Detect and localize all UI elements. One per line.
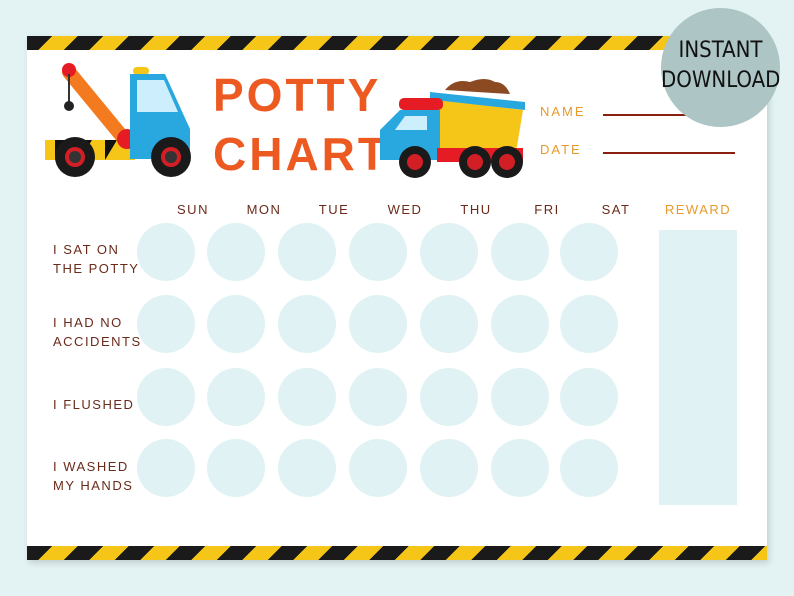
sticker-circle-tue-row-4[interactable] [278, 439, 336, 497]
sticker-circle-thu-row-1[interactable] [420, 223, 478, 281]
reward-header: REWARD [664, 202, 732, 217]
day-header-fri: FRI [534, 202, 560, 217]
hazard-stripe-bottom [27, 546, 767, 560]
task-label: I HAD NO [53, 315, 123, 330]
task-flushed: I FLUSHED [53, 395, 134, 414]
sticker-circle-tue-row-2[interactable] [278, 295, 336, 353]
hazard-stripe-top [27, 36, 767, 50]
task-sat-on-potty: I SAT ON THE POTTY [53, 240, 139, 278]
sticker-circle-fri-row-2[interactable] [491, 295, 549, 353]
day-header-wed: WED [387, 202, 423, 217]
task-washed-hands: I WASHED MY HANDS [53, 457, 133, 495]
reward-box[interactable] [659, 230, 737, 505]
sticker-circle-sun-row-1[interactable] [137, 223, 195, 281]
task-label: I SAT ON [53, 242, 120, 257]
sticker-circle-sat-row-4[interactable] [560, 439, 618, 497]
task-label: THE POTTY [53, 261, 140, 276]
sticker-circle-sat-row-3[interactable] [560, 368, 618, 426]
sticker-circle-tue-row-1[interactable] [278, 223, 336, 281]
badge-line-2: DOWNLOAD [661, 68, 781, 93]
sticker-circle-sat-row-1[interactable] [560, 223, 618, 281]
sticker-circle-sun-row-4[interactable] [137, 439, 195, 497]
potty-chart: POTTY CHART NAME DATE SUN MON TUE WED TH… [27, 36, 767, 560]
task-no-accidents: I HAD NO ACCIDENTS [53, 313, 142, 351]
task-label: I FLUSHED [53, 397, 135, 412]
sticker-circle-mon-row-2[interactable] [207, 295, 265, 353]
date-label: DATE [540, 142, 582, 157]
day-header-mon: MON [246, 202, 282, 217]
sticker-circle-wed-row-2[interactable] [349, 295, 407, 353]
sticker-circle-fri-row-1[interactable] [491, 223, 549, 281]
sticker-circle-sun-row-2[interactable] [137, 295, 195, 353]
sticker-circle-mon-row-4[interactable] [207, 439, 265, 497]
tow-truck-illustration [45, 63, 191, 177]
name-label: NAME [540, 104, 586, 119]
sticker-circle-mon-row-3[interactable] [207, 368, 265, 426]
day-header-tue: TUE [318, 202, 350, 217]
sticker-circle-wed-row-1[interactable] [349, 223, 407, 281]
day-header-thu: THU [460, 202, 492, 217]
sticker-circle-wed-row-4[interactable] [349, 439, 407, 497]
sticker-circle-thu-row-3[interactable] [420, 368, 478, 426]
task-label: ACCIDENTS [53, 334, 142, 349]
sticker-circle-fri-row-4[interactable] [491, 439, 549, 497]
day-header-sun: SUN [177, 202, 209, 217]
name-input-line[interactable] [603, 114, 735, 116]
instant-download-badge: INSTANT DOWNLOAD [661, 8, 780, 127]
sticker-circle-thu-row-2[interactable] [420, 295, 478, 353]
badge-line-1: INSTANT [678, 38, 763, 63]
sticker-circle-mon-row-1[interactable] [207, 223, 265, 281]
day-header-sat: SAT [601, 202, 631, 217]
dump-truck-illustration [380, 79, 525, 178]
sticker-circle-sat-row-2[interactable] [560, 295, 618, 353]
title-line-1: POTTY [213, 69, 382, 121]
sticker-circle-thu-row-4[interactable] [420, 439, 478, 497]
task-label: I WASHED [53, 459, 129, 474]
sticker-circle-fri-row-3[interactable] [491, 368, 549, 426]
task-label: MY HANDS [53, 478, 134, 493]
sticker-circle-tue-row-3[interactable] [278, 368, 336, 426]
sticker-circle-wed-row-3[interactable] [349, 368, 407, 426]
title-line-2: CHART [213, 128, 389, 180]
date-input-line[interactable] [603, 152, 735, 154]
sticker-circle-sun-row-3[interactable] [137, 368, 195, 426]
